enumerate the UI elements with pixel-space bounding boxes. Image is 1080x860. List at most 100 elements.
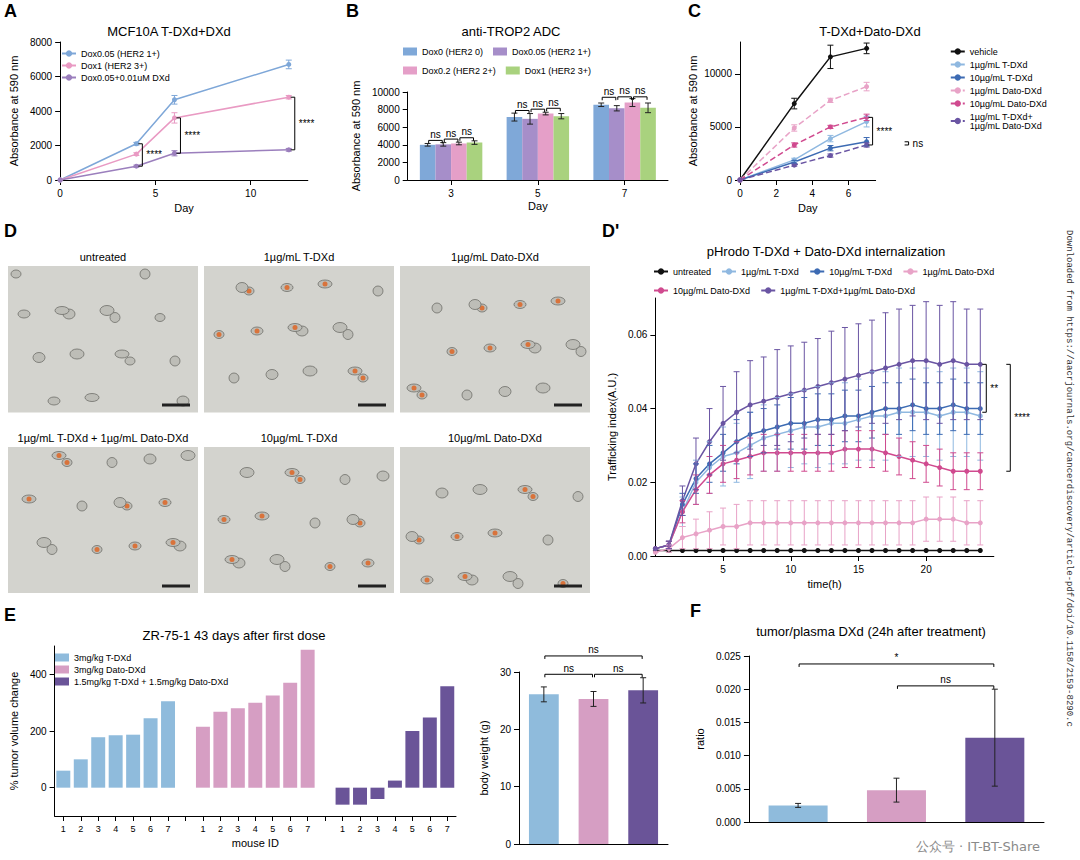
svg-text:6: 6: [148, 824, 153, 834]
svg-text:Dox0.05 (HER2 1+): Dox0.05 (HER2 1+): [81, 49, 160, 59]
svg-text:3: 3: [235, 824, 240, 834]
svg-text:7: 7: [305, 824, 310, 834]
svg-text:20: 20: [500, 724, 512, 735]
svg-text:4: 4: [113, 824, 118, 834]
svg-text:1µg/mL Dato-DXd: 1µg/mL Dato-DXd: [970, 121, 1042, 131]
svg-text:0: 0: [726, 175, 732, 186]
svg-text:ns: ns: [940, 674, 951, 685]
svg-text:**: **: [990, 383, 998, 394]
svg-text:0.010: 0.010: [716, 750, 741, 761]
svg-text:ns: ns: [635, 85, 646, 96]
svg-text:0.015: 0.015: [716, 717, 741, 728]
svg-text:ratio: ratio: [694, 728, 706, 749]
svg-text:Dox0.2 (HER2 2+): Dox0.2 (HER2 2+): [422, 66, 496, 76]
svg-text:Day: Day: [174, 202, 194, 214]
svg-text:ns: ns: [604, 86, 615, 97]
svg-text:5: 5: [270, 824, 275, 834]
svg-text:% tumor volume change: % tumor volume change: [8, 672, 20, 791]
svg-text:****: ****: [299, 118, 315, 129]
svg-text:4: 4: [253, 824, 258, 834]
svg-text:6: 6: [427, 824, 432, 834]
svg-text:ns: ns: [461, 126, 472, 137]
svg-text:ns: ns: [548, 97, 559, 108]
svg-text:2: 2: [218, 824, 223, 834]
svg-text:7: 7: [166, 824, 171, 834]
svg-text:10µg/mL T-DXd: 10µg/mL T-DXd: [829, 267, 892, 277]
svg-text:0: 0: [41, 782, 47, 793]
svg-text:5: 5: [720, 564, 726, 575]
svg-text:body weight (g): body weight (g): [478, 720, 490, 795]
svg-text:1: 1: [200, 824, 205, 834]
svg-text:0.025: 0.025: [716, 651, 741, 662]
svg-text:30: 30: [500, 667, 512, 678]
svg-text:10: 10: [245, 188, 257, 199]
svg-text:0: 0: [57, 188, 63, 199]
svg-text:6000: 6000: [30, 71, 53, 82]
svg-text:ns: ns: [613, 663, 624, 674]
svg-text:ns: ns: [517, 99, 528, 110]
svg-text:10µg/mL T-DXd: 10µg/mL T-DXd: [970, 73, 1033, 83]
svg-text:10µg/mL Dato-DXd: 10µg/mL Dato-DXd: [673, 286, 750, 296]
svg-text:2000: 2000: [377, 157, 400, 168]
svg-text:10000: 10000: [372, 87, 400, 98]
svg-text:5: 5: [131, 824, 136, 834]
svg-text:1µg/mL Dato-DXd: 1µg/mL Dato-DXd: [922, 267, 994, 277]
svg-text:3: 3: [96, 824, 101, 834]
svg-text:2: 2: [358, 824, 363, 834]
svg-text:0.020: 0.020: [716, 684, 741, 695]
svg-text:0.04: 0.04: [628, 403, 648, 414]
svg-text:ns: ns: [533, 98, 544, 109]
svg-text:200: 200: [30, 726, 47, 737]
svg-text:20: 20: [921, 564, 933, 575]
svg-text:tumor/plasma DXd (24h after tr: tumor/plasma DXd (24h after treatment): [756, 624, 986, 639]
svg-text:4: 4: [810, 188, 816, 199]
svg-text:0: 0: [394, 175, 400, 186]
svg-text:1µg/mL T-DXd: 1µg/mL T-DXd: [741, 267, 799, 277]
svg-text:5: 5: [535, 188, 541, 199]
svg-text:8000: 8000: [377, 104, 400, 115]
svg-text:****: ****: [877, 126, 893, 137]
svg-text:3: 3: [448, 188, 454, 199]
svg-text:Trafficking index(A.U.): Trafficking index(A.U.): [606, 373, 618, 481]
svg-text:1: 1: [340, 824, 345, 834]
svg-text:3: 3: [375, 824, 380, 834]
svg-text:3mg/kg Dato-DXd: 3mg/kg Dato-DXd: [74, 665, 146, 675]
svg-text:ns: ns: [446, 128, 457, 139]
svg-text:****: ****: [184, 130, 200, 141]
svg-text:7: 7: [622, 188, 628, 199]
svg-text:Dox1 (HER2 3+): Dox1 (HER2 3+): [525, 66, 591, 76]
svg-text:10µg/mL Dato-DXd: 10µg/mL Dato-DXd: [970, 99, 1047, 109]
svg-text:6000: 6000: [377, 122, 400, 133]
svg-text:3mg/kg T-DXd: 3mg/kg T-DXd: [74, 653, 131, 663]
svg-text:Day: Day: [528, 200, 548, 212]
svg-text:6: 6: [288, 824, 293, 834]
svg-text:ns: ns: [619, 85, 630, 96]
svg-text:vehicle: vehicle: [970, 47, 998, 57]
svg-text:0.000: 0.000: [716, 817, 741, 828]
svg-text:10: 10: [500, 781, 512, 792]
svg-text:untreated: untreated: [673, 267, 711, 277]
svg-text:mouse ID: mouse ID: [232, 837, 279, 849]
svg-text:1µg/mL T-DXd+1µg/mL Dato-DXd: 1µg/mL T-DXd+1µg/mL Dato-DXd: [780, 286, 915, 296]
svg-text:****: ****: [1014, 412, 1030, 423]
svg-text:5: 5: [153, 188, 159, 199]
svg-text:MCF10A T-DXd+DXd: MCF10A T-DXd+DXd: [107, 24, 231, 39]
svg-text:6: 6: [846, 188, 852, 199]
svg-text:10: 10: [785, 564, 797, 575]
svg-text:1.5mg/kg T-DXd + 1.5mg/kg Dato: 1.5mg/kg T-DXd + 1.5mg/kg Dato-DXd: [74, 677, 228, 687]
svg-text:1µg/mL T-DXd: 1µg/mL T-DXd: [970, 60, 1028, 70]
svg-text:anti-TROP2 ADC: anti-TROP2 ADC: [462, 24, 561, 39]
svg-text:ns: ns: [588, 644, 599, 655]
svg-text:4: 4: [392, 824, 397, 834]
svg-text:Absorbance at 590 nm: Absorbance at 590 nm: [8, 56, 20, 167]
svg-text:pHrodo T-DXd + Dato-DXd intern: pHrodo T-DXd + Dato-DXd internalization: [707, 244, 946, 259]
svg-text:10000: 10000: [704, 68, 732, 79]
svg-text:Day: Day: [798, 202, 818, 214]
svg-text:4000: 4000: [30, 106, 53, 117]
svg-text:ZR-75-1 43 days after first do: ZR-75-1 43 days after first dose: [143, 628, 326, 643]
svg-text:ns: ns: [563, 663, 574, 674]
svg-text:2: 2: [773, 188, 779, 199]
svg-text:0.005: 0.005: [716, 783, 741, 794]
svg-text:0: 0: [737, 188, 743, 199]
svg-text:Absorbance at 590 nm: Absorbance at 590 nm: [687, 56, 699, 167]
